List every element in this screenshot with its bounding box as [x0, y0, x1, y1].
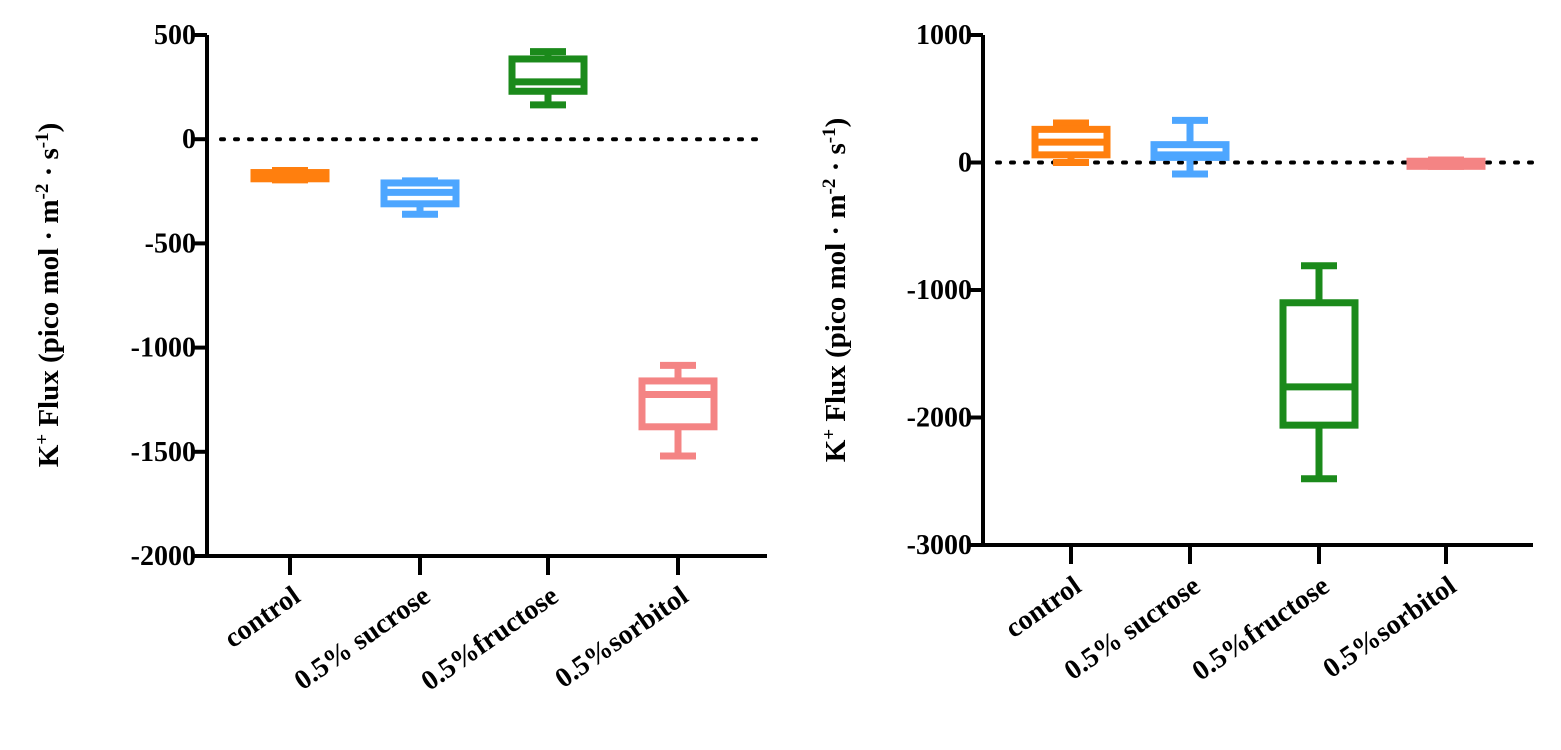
y-tick-label: -1000: [907, 275, 972, 306]
y-tick-label: -2000: [131, 541, 196, 572]
y-tick-label: -1000: [131, 333, 196, 364]
iqr-box: [508, 55, 588, 95]
y-tick-label: 1000: [916, 20, 972, 51]
box-3: [508, 48, 588, 109]
y-tick-label: 0: [958, 148, 972, 179]
x-category-label: 0.5%fructose: [416, 580, 564, 697]
box-4: [638, 361, 718, 460]
x-category-label: 0.5%sorbitol: [1317, 570, 1462, 684]
x-category-label: 0.5%sorbitol: [549, 580, 694, 694]
x-category-label: 0.5% sucrose: [289, 580, 436, 696]
box-2: [1150, 116, 1230, 178]
x-category-label: control: [1000, 570, 1088, 644]
y-axis-label: K+ Flux (pico mol · m-2 · s-1): [32, 123, 66, 468]
box-2: [380, 177, 460, 218]
box-1: [1031, 119, 1111, 166]
x-category-label: 0.5%fructose: [1187, 570, 1335, 687]
x-category-label: control: [219, 580, 307, 654]
y-tick-label: -2000: [907, 403, 972, 434]
y-tick-label: 0: [182, 124, 196, 155]
iqr-box: [638, 377, 718, 431]
y-tick-label: -500: [145, 228, 196, 259]
iqr-box: [1279, 299, 1359, 429]
box-1: [250, 166, 330, 184]
y-axis-label: K+ Flux (pico mol · m-2 · s-1): [819, 118, 853, 463]
box-3: [1279, 262, 1359, 483]
y-tick-label: 500: [154, 20, 196, 51]
y-tick-label: -1500: [131, 437, 196, 468]
y-tick-label: -3000: [907, 530, 972, 561]
box-4: [1406, 156, 1486, 170]
